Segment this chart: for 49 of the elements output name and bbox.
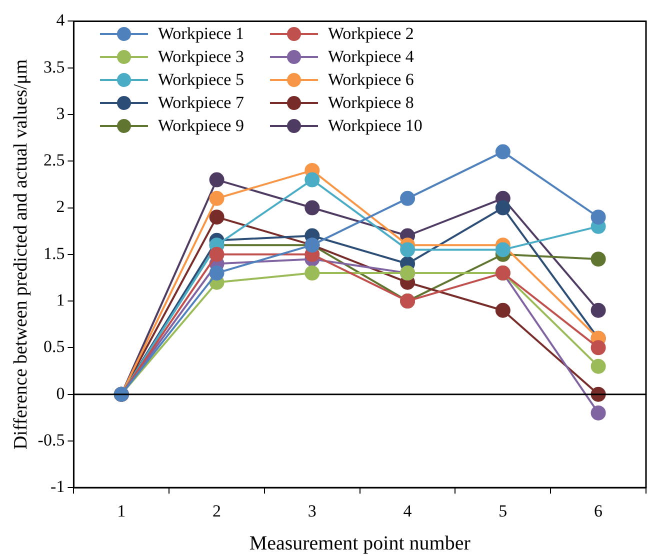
point <box>590 340 606 356</box>
point <box>400 190 416 206</box>
x-tick-label: 3 <box>308 501 316 520</box>
legend-label: Workpiece 7 <box>158 92 244 112</box>
point <box>209 266 224 281</box>
point <box>209 210 224 225</box>
point <box>590 210 606 225</box>
legend-label: Workpiece 1 <box>158 24 244 44</box>
legend-label: Workpiece 10 <box>328 116 422 136</box>
point <box>495 302 510 318</box>
x-tick-label: 2 <box>212 501 222 520</box>
point <box>304 200 320 216</box>
y-tick-label: 1.5 <box>43 244 65 263</box>
y-tick-label: 3.5 <box>43 57 65 76</box>
y-axis-title: Difference between predicted and actual values/μm <box>10 59 32 450</box>
point <box>209 172 224 188</box>
point <box>400 242 416 258</box>
x-tick-label: 6 <box>594 501 603 520</box>
y-tick-label: 0 <box>56 384 65 403</box>
legend-label: Workpiece 6 <box>328 70 414 90</box>
legend-label: Workpiece 9 <box>158 116 244 136</box>
y-tick-label: -1 <box>50 477 65 496</box>
y-tick-label: 2 <box>56 197 65 216</box>
point <box>590 252 606 267</box>
legend-label: Workpiece 8 <box>328 92 414 112</box>
x-tick-label: 4 <box>403 501 412 520</box>
legend-label: Workpiece 2 <box>328 24 414 44</box>
legend-label: Workpiece 3 <box>158 46 244 66</box>
point <box>304 172 320 188</box>
legend-label: Workpiece 5 <box>158 70 244 90</box>
point <box>209 246 224 262</box>
point <box>590 358 606 374</box>
y-tick-label: 0.5 <box>43 337 65 356</box>
point <box>590 302 606 318</box>
legend-label: Workpiece 4 <box>328 46 414 66</box>
point <box>209 190 224 206</box>
y-tick-label: 3 <box>56 104 65 123</box>
x-tick-label: 5 <box>498 501 508 520</box>
x-tick-label: 1 <box>117 501 126 520</box>
point <box>495 200 510 216</box>
point <box>590 405 606 420</box>
y-tick-label: 4 <box>56 10 66 30</box>
y-tick-label: -0.5 <box>38 430 65 450</box>
point <box>495 242 510 258</box>
y-tick-label: 1 <box>56 290 65 310</box>
point <box>495 144 510 160</box>
x-axis-title: Measurement point number <box>249 532 471 554</box>
y-tick-label: 2.5 <box>43 150 65 170</box>
point <box>304 266 320 281</box>
